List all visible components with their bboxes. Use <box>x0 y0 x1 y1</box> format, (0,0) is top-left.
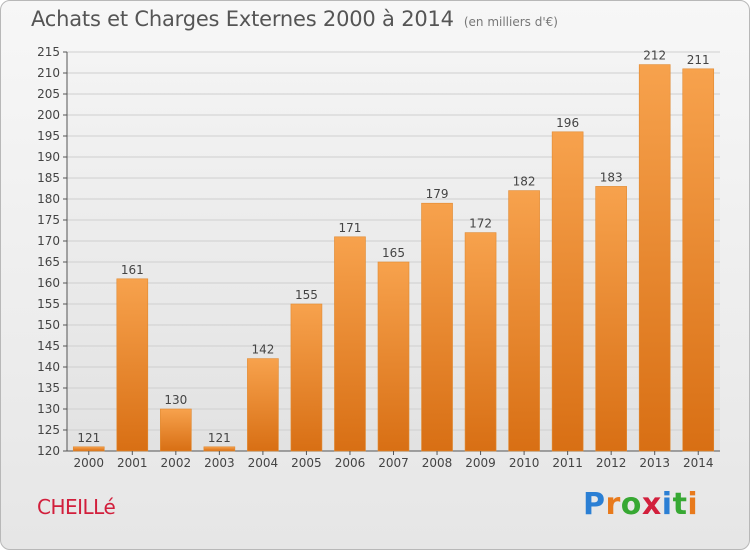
y-tick-label: 165 <box>37 255 60 269</box>
y-tick-label: 125 <box>37 423 60 437</box>
logo-letter: x <box>641 487 662 522</box>
x-tick-label: 2000 <box>73 456 104 470</box>
y-tick-label: 145 <box>37 339 60 353</box>
x-tick-label: 2001 <box>117 456 148 470</box>
bar-value-label: 183 <box>600 170 623 184</box>
y-tick-label: 205 <box>37 87 60 101</box>
y-tick-label: 130 <box>37 402 60 416</box>
y-tick-label: 200 <box>37 108 60 122</box>
bar <box>464 232 497 452</box>
bar-value-label: 130 <box>164 393 187 407</box>
bar <box>160 408 192 452</box>
x-tick-label: 2011 <box>552 456 583 470</box>
x-tick-label: 2005 <box>291 456 322 470</box>
bar-value-label: 165 <box>382 246 405 260</box>
y-tick-label: 170 <box>37 234 60 248</box>
logo-letter: r <box>605 487 621 522</box>
bar <box>421 202 453 452</box>
y-tick-label: 180 <box>37 192 60 206</box>
x-tick-label: 2012 <box>596 456 627 470</box>
bar-value-label: 211 <box>687 53 710 67</box>
y-tick-label: 135 <box>37 381 60 395</box>
x-tick-label: 2013 <box>639 456 670 470</box>
y-tick-label: 185 <box>37 171 60 185</box>
y-tick-label: 215 <box>37 45 60 59</box>
logo-letter: i <box>661 487 673 522</box>
bar-value-label: 196 <box>556 116 579 130</box>
y-tick-label: 120 <box>37 444 60 458</box>
logo-letter: i <box>687 487 699 522</box>
bar <box>682 68 715 452</box>
x-tick-label: 2008 <box>422 456 453 470</box>
x-tick-label: 2009 <box>465 456 496 470</box>
bar <box>638 64 671 452</box>
bar-value-label: 121 <box>208 431 231 445</box>
bar <box>508 190 540 452</box>
x-tick-label: 2002 <box>161 456 192 470</box>
bar <box>551 131 584 452</box>
bar <box>334 236 366 452</box>
y-tick-label: 140 <box>37 360 60 374</box>
bar <box>377 261 410 452</box>
bar-value-label: 172 <box>469 217 492 231</box>
logo-letter: P <box>583 487 606 522</box>
proxiti-logo: Proxiti <box>583 487 698 522</box>
x-tick-label: 2010 <box>509 456 540 470</box>
bar-value-label: 179 <box>426 187 449 201</box>
y-tick-label: 175 <box>37 213 60 227</box>
y-tick-label: 210 <box>37 66 60 80</box>
bar <box>72 446 105 452</box>
y-tick-label: 150 <box>37 318 60 332</box>
y-tick-label: 195 <box>37 129 60 143</box>
x-tick-label: 2007 <box>378 456 409 470</box>
x-tick-label: 2006 <box>335 456 366 470</box>
y-tick-label: 155 <box>37 297 60 311</box>
y-tick-label: 160 <box>37 276 60 290</box>
commune-name: CHEILLé <box>37 495 116 519</box>
bar-value-label: 142 <box>251 343 274 357</box>
bar-value-label: 161 <box>121 263 144 277</box>
bar <box>290 303 323 452</box>
title-text: Achats et Charges Externes 2000 à 2014 <box>31 7 454 31</box>
x-tick-label: 2014 <box>683 456 714 470</box>
chart-title: Achats et Charges Externes 2000 à 2014 (e… <box>31 7 558 31</box>
logo-letter: t <box>672 487 688 522</box>
x-tick-label: 2004 <box>248 456 279 470</box>
bar-value-label: 121 <box>77 431 100 445</box>
bar-value-label: 182 <box>513 175 536 189</box>
bar <box>116 278 149 452</box>
bar-value-label: 171 <box>339 221 362 235</box>
bar-value-label: 155 <box>295 288 318 302</box>
bar <box>247 358 279 452</box>
chart-subtitle: (en milliers d'€) <box>463 15 558 29</box>
y-tick-label: 190 <box>37 150 60 164</box>
bar <box>595 186 627 452</box>
bar-value-label: 212 <box>643 49 666 63</box>
logo-letter: o <box>620 487 642 522</box>
bar <box>203 446 236 452</box>
x-tick-label: 2003 <box>204 456 235 470</box>
